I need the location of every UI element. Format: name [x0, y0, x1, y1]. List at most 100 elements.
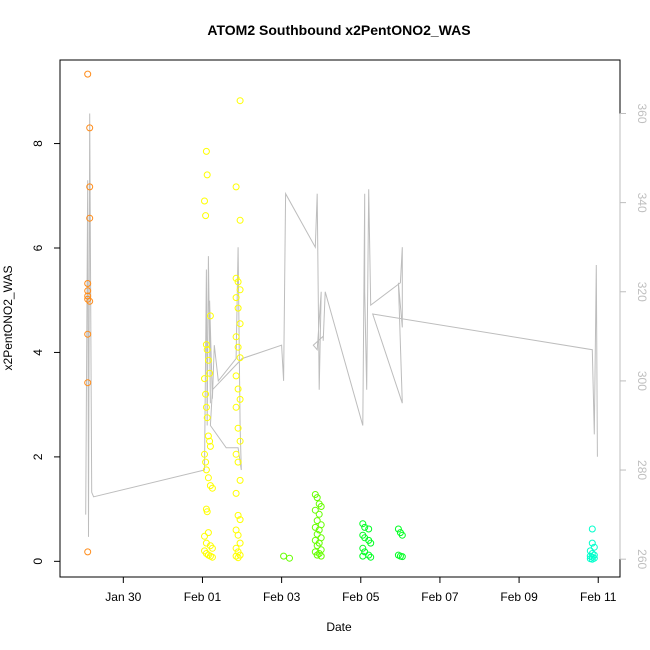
data-point — [232, 403, 240, 411]
data-point — [84, 330, 92, 338]
data-point — [204, 432, 212, 440]
data-point — [84, 70, 92, 78]
data-point — [232, 372, 240, 380]
data-point — [232, 489, 240, 497]
y2-tick-label: 280 — [635, 460, 649, 480]
chart-title: ATOM2 Southbound x2PentONO2_WAS — [207, 22, 470, 38]
data-point — [365, 525, 373, 533]
data-point — [236, 286, 244, 294]
data-point — [234, 278, 242, 286]
data-point — [232, 333, 240, 341]
data-point — [367, 553, 375, 561]
data-point — [203, 346, 211, 354]
data-point — [313, 542, 321, 550]
data-point — [84, 379, 92, 387]
data-point — [202, 403, 210, 411]
data-point — [232, 552, 240, 560]
data-point — [359, 544, 367, 552]
x-tick-label: Feb 03 — [263, 590, 301, 604]
y-tick-label: 2 — [31, 453, 45, 460]
data-point — [208, 484, 216, 492]
plot-frame — [59, 59, 621, 578]
scatter-points — [84, 70, 598, 563]
data-point — [203, 414, 211, 422]
data-point — [232, 183, 240, 191]
y-axis-label: x2PentONO2_WAS — [1, 266, 15, 371]
y2-tick-label: 340 — [635, 193, 649, 213]
y-tick-label: 8 — [31, 140, 45, 147]
data-point — [236, 437, 244, 445]
x-tick-label: Feb 05 — [342, 590, 380, 604]
data-point — [202, 147, 210, 155]
data-point — [359, 552, 367, 560]
data-point — [280, 552, 288, 560]
data-point — [236, 97, 244, 105]
y2-tick-label: 300 — [635, 371, 649, 391]
data-point — [84, 280, 92, 287]
data-point — [313, 517, 321, 525]
data-point — [234, 424, 242, 432]
data-point — [232, 294, 240, 302]
x-axis: Jan 30 Feb 01 Feb 03 Feb 05 Feb 07 Feb 09 Feb … — [105, 576, 617, 604]
data-point — [398, 531, 406, 539]
data-point — [313, 494, 321, 502]
data-point — [236, 320, 244, 328]
secondary-line — [85, 113, 598, 537]
data-point — [588, 539, 596, 547]
data-point — [202, 390, 210, 398]
data-point — [315, 510, 323, 518]
y-tick-label: 0 — [31, 558, 45, 565]
data-point — [201, 197, 208, 205]
data-point — [86, 214, 94, 222]
data-point — [202, 458, 210, 466]
data-point — [203, 171, 211, 179]
data-point — [232, 274, 240, 282]
data-point — [236, 476, 244, 484]
data-point — [202, 466, 210, 474]
data-point — [204, 474, 212, 482]
data-point — [206, 437, 214, 445]
secondary-series-line — [85, 113, 598, 537]
data-point — [286, 554, 293, 562]
y2-tick-label: 320 — [635, 282, 649, 302]
data-point — [313, 551, 321, 559]
data-point — [202, 341, 210, 349]
y-axis-left: 0 2 4 6 8 — [31, 140, 61, 565]
data-point — [201, 375, 208, 383]
data-point — [234, 385, 242, 393]
y-tick-label: 6 — [31, 244, 45, 251]
data-point — [236, 216, 244, 224]
data-point — [234, 511, 242, 519]
data-point — [86, 183, 94, 191]
data-point — [234, 343, 242, 351]
data-point — [590, 551, 598, 559]
data-point — [206, 312, 214, 320]
y-tick-label: 4 — [31, 349, 45, 356]
data-point — [84, 548, 92, 556]
data-point — [236, 516, 244, 524]
data-point — [86, 297, 94, 305]
data-point — [208, 553, 216, 561]
data-point — [234, 531, 242, 539]
x-tick-label: Feb 09 — [500, 590, 538, 604]
x-tick-label: Feb 07 — [421, 590, 459, 604]
x-tick-label: Jan 30 — [105, 590, 141, 604]
data-point — [315, 526, 323, 534]
data-point — [311, 506, 319, 514]
data-point — [201, 450, 208, 458]
data-point — [236, 354, 244, 362]
data-point — [204, 356, 212, 364]
data-point — [201, 532, 208, 540]
data-point — [588, 525, 596, 533]
data-point — [236, 539, 244, 547]
data-point — [86, 124, 94, 132]
data-point — [317, 503, 325, 510]
data-point — [367, 539, 375, 547]
data-point — [234, 554, 242, 562]
data-point — [317, 552, 325, 560]
data-point — [313, 530, 321, 538]
data-point — [232, 450, 240, 458]
data-point — [590, 543, 598, 551]
data-point — [202, 212, 210, 220]
